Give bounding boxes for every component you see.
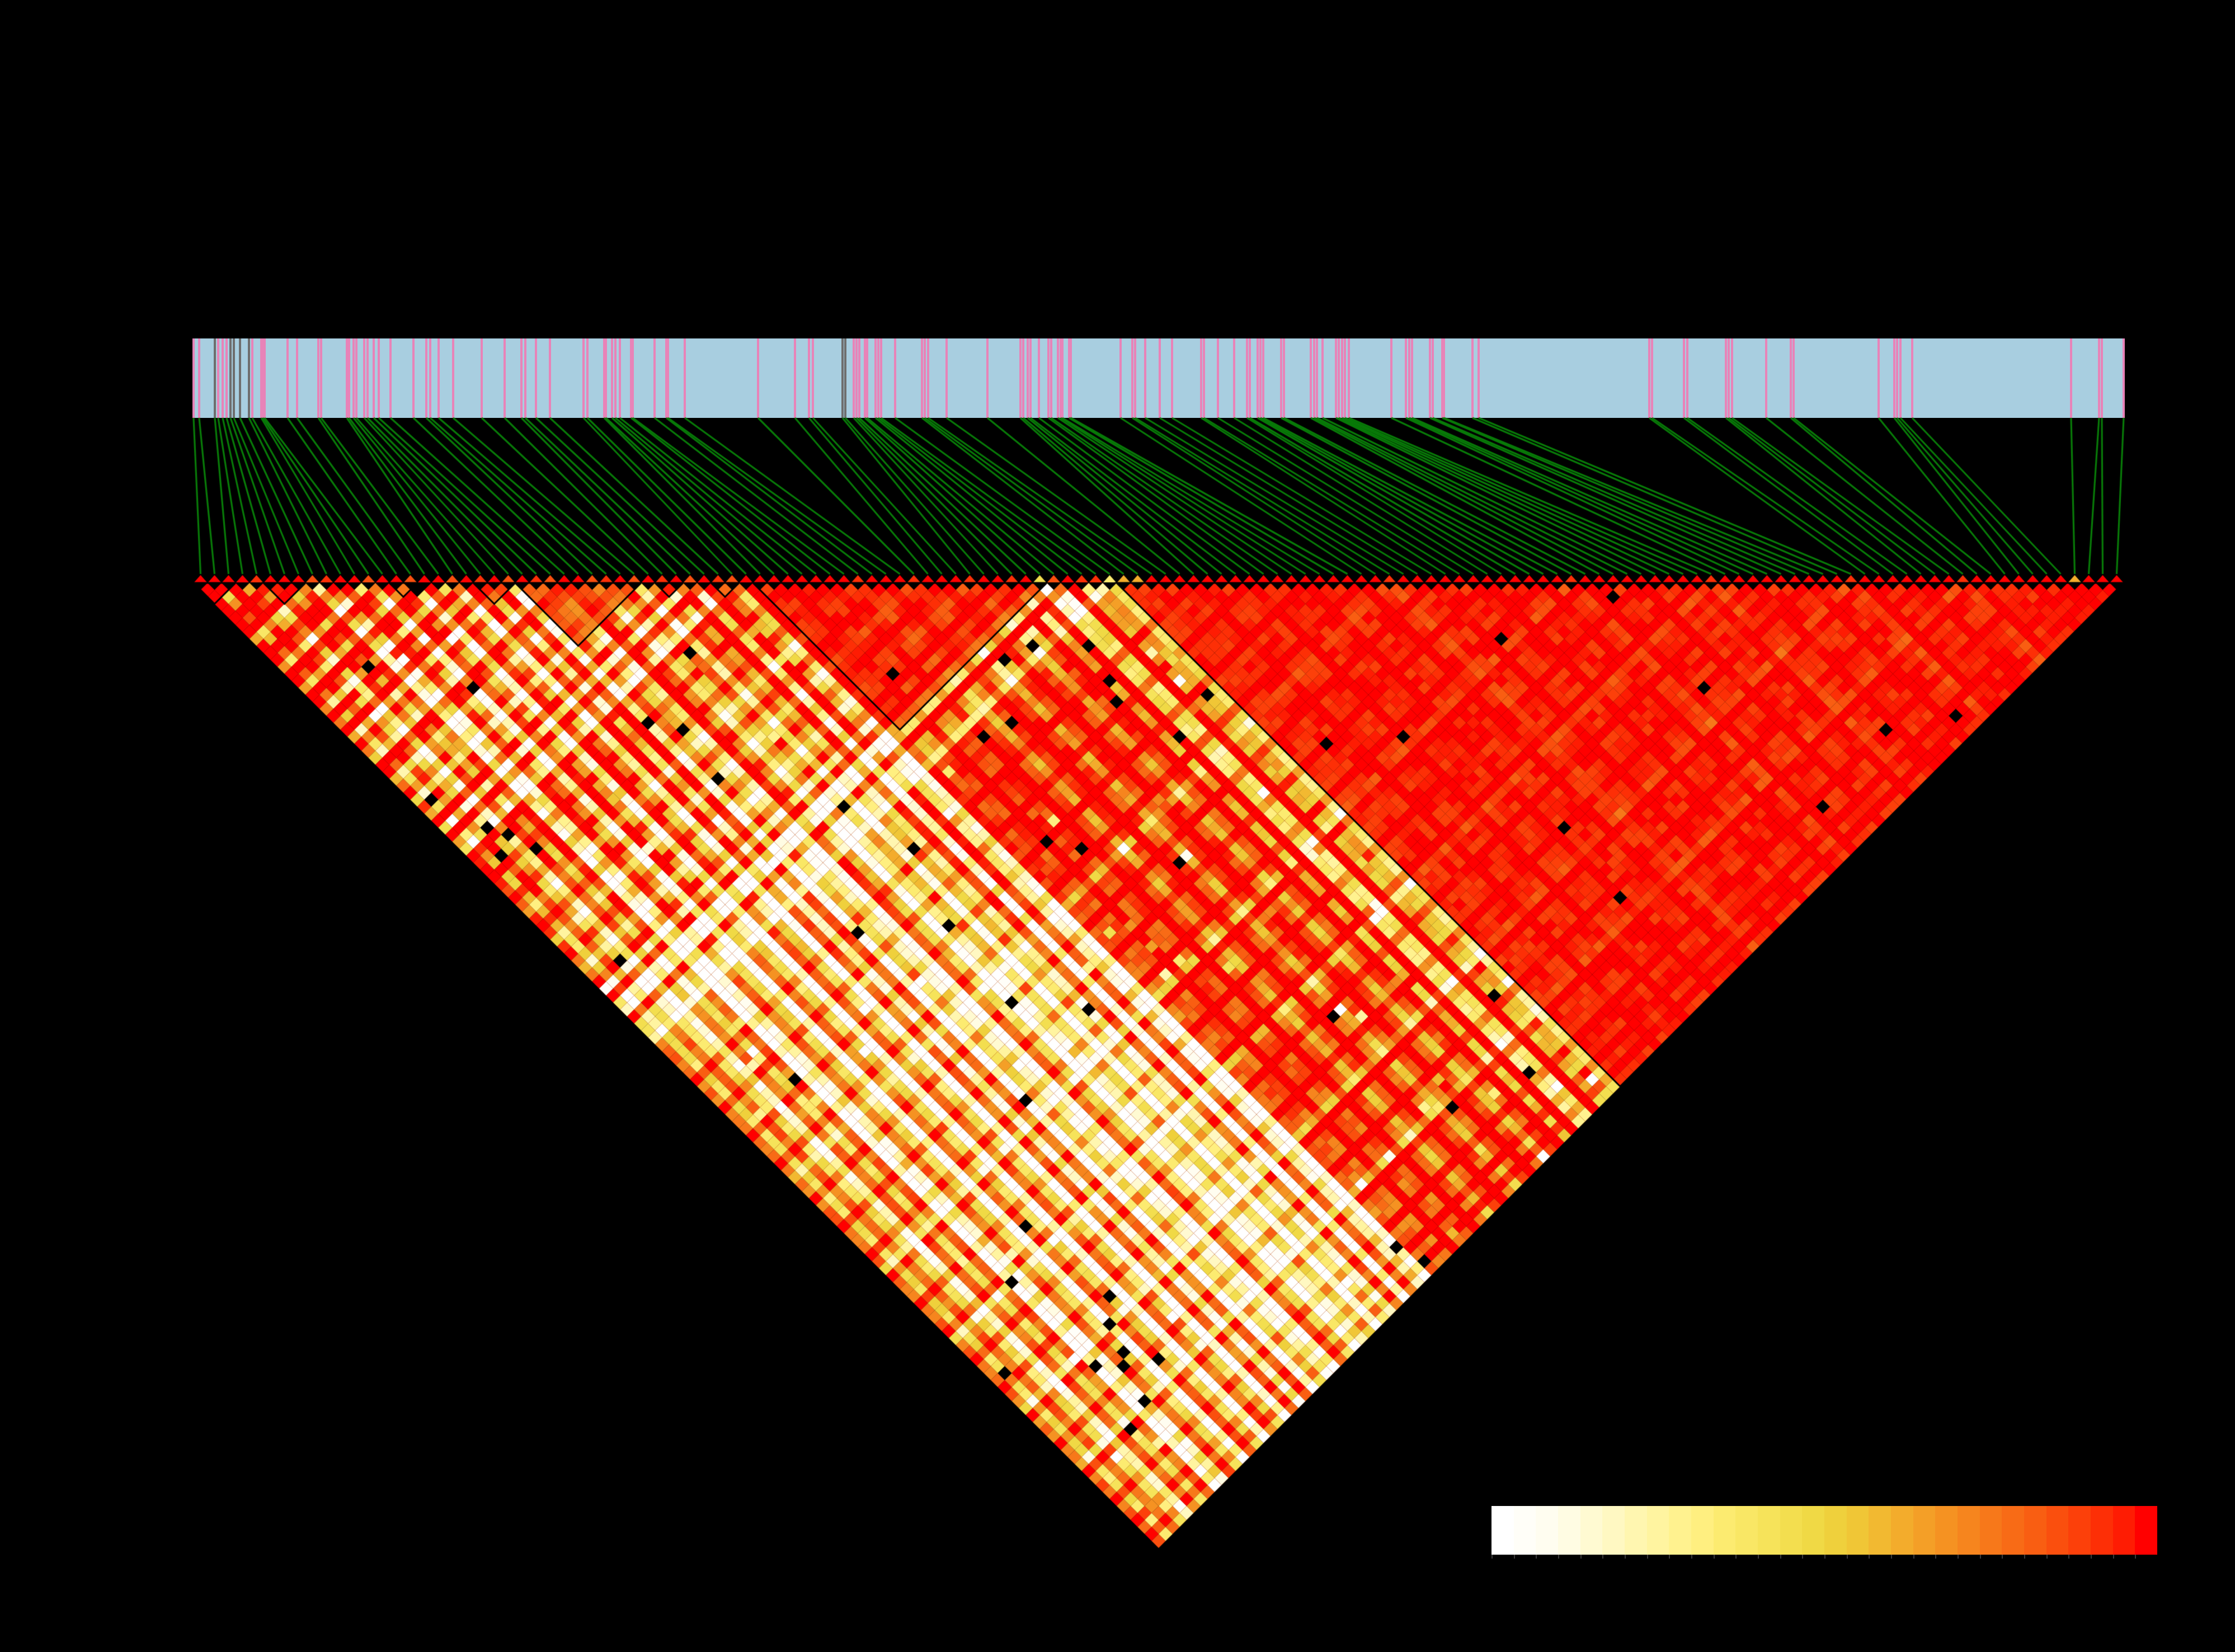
color-key-tick [1758,1555,1759,1559]
color-key-step [1758,1506,1781,1555]
color-key-tick [1491,1555,1493,1559]
color-key-tick [1646,1555,1648,1559]
color-key-tick [1735,1555,1737,1559]
color-key-gradient [1491,1506,2158,1559]
color-key-step [1536,1506,1559,1555]
color-key-step [2135,1506,2158,1555]
color-key-step [2068,1506,2091,1555]
color-key-tick [2002,1555,2003,1559]
color-key-step [1602,1506,1625,1555]
color-key-tick [2024,1555,2025,1559]
color-key-tick [1979,1555,1981,1559]
color-key-tick [1802,1555,1804,1559]
color-key-tick [1602,1555,1604,1559]
color-key-tick [1713,1555,1715,1559]
color-key-step [1669,1506,1692,1555]
color-key-tick [1691,1555,1692,1559]
color-key-step [1513,1506,1536,1555]
color-key-tick [1580,1555,1582,1559]
color-key-tick [1625,1555,1626,1559]
color-key-step [1735,1506,1758,1555]
color-key-step [1913,1506,1936,1555]
color-key-step [1625,1506,1648,1555]
color-key-tick [1913,1555,1914,1559]
color-key-tick [2135,1555,2137,1559]
color-key-tick [1558,1555,1559,1559]
color-key-step [1958,1506,1980,1555]
color-key-step [1491,1506,1514,1555]
color-key-tick [1669,1555,1671,1559]
color-key-step [1891,1506,1914,1555]
color-key-tick [2046,1555,2048,1559]
color-key-step [1979,1506,2002,1555]
color-key-step [1935,1506,1958,1555]
color-key-step [1802,1506,1825,1555]
color-key-step [2002,1506,2025,1555]
color-key-step [1580,1506,1603,1555]
color-key-tick [2091,1555,2092,1559]
color-key-step [1691,1506,1714,1555]
color-key-step [1713,1506,1736,1555]
color-key-tick [1780,1555,1781,1559]
color-key-step [2112,1506,2135,1555]
color-key-step [1869,1506,1891,1555]
color-key-step [1558,1506,1581,1555]
color-key-step [1824,1506,1847,1555]
color-key-tick [1891,1555,1892,1559]
color-key-step [2091,1506,2114,1555]
color-key-tick [1935,1555,1937,1559]
color-key-tick [1846,1555,1848,1559]
color-key-tick [1824,1555,1825,1559]
color-key-step [1646,1506,1669,1555]
color-key-tick [2112,1555,2114,1559]
color-key-step [2046,1506,2069,1555]
color-key-tick [1513,1555,1515,1559]
color-key-tick [1869,1555,1870,1559]
color-key-step [2024,1506,2047,1555]
color-key-tick [1958,1555,1959,1559]
color-key-step [1780,1506,1803,1555]
color-key-step [1846,1506,1869,1555]
color-key-tick [2068,1555,2070,1559]
color-key-tick [1536,1555,1537,1559]
